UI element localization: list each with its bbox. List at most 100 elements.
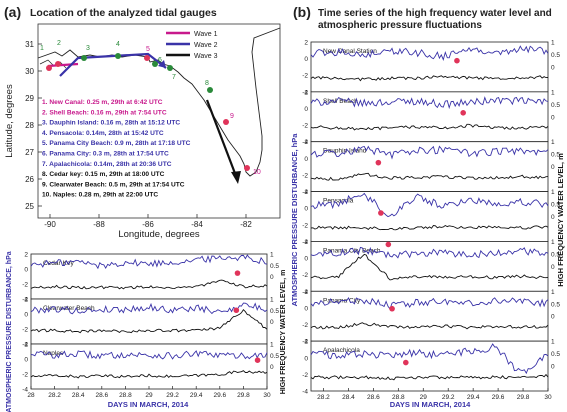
gauge-entry-2: 2. Shell Beach: 0.16 m, 29th at 7:54 UTC [42, 109, 167, 116]
panel-a-letter: (a) [4, 4, 21, 20]
legend-label-wave-3: Wave 3 [194, 53, 218, 60]
legend-label-wave-1: Wave 1 [194, 31, 218, 38]
pressure-tick-label: 2 [304, 289, 308, 296]
time-tick-label: 28.8 [392, 394, 405, 401]
pressure-series-line [310, 246, 549, 259]
map-x-axis-label: Longitude, degrees [118, 229, 200, 240]
station-label: Panama City Beach [323, 247, 381, 254]
pressure-tick-label: -2 [302, 372, 308, 379]
right-time-series-group: New Canal Station 2 0 -2 -4 1 0.5 0 Shell Beach 2… [302, 40, 560, 402]
map-frame [37, 23, 281, 219]
pressure-tick-label: -4 [22, 342, 28, 349]
map-y-tick-label: 27 [25, 148, 34, 157]
gauge-number-6: 6 [158, 57, 162, 64]
panel-b-letter: (b) [293, 4, 311, 20]
time-tick-label: 28 [27, 392, 35, 399]
water-level-tick-label: 0.5 [551, 202, 560, 209]
time-tick-label: 28.2 [317, 394, 330, 401]
pressure-tick-label: 0 [24, 312, 28, 319]
pressure-series-line [30, 350, 268, 360]
pressure-tick-label: -4 [302, 289, 308, 296]
pressure-tick-label: 0 [304, 156, 308, 163]
pressure-tick-label: -2 [302, 123, 308, 130]
panel-frame [310, 340, 549, 392]
water-level-tick-label: 0 [551, 314, 555, 321]
pressure-tick-label: -4 [302, 339, 308, 346]
gauge-marker-10 [244, 165, 250, 171]
time-tick-label: 28.2 [48, 392, 61, 399]
time-tick-label: 29.6 [492, 394, 505, 401]
water-level-tick-label: 0 [270, 319, 274, 326]
water-level-tick-label: 1 [551, 89, 555, 96]
water-level-tick-label: 0 [551, 114, 555, 121]
pressure-tick-label: 0 [304, 56, 308, 63]
gauge-number-10: 10 [253, 169, 261, 176]
station-label: Naples [43, 350, 64, 357]
gauge-marker-2 [55, 61, 61, 67]
pressure-tick-label: 2 [304, 89, 308, 96]
pressure-series-line [310, 296, 549, 310]
water-level-peak-marker [403, 359, 409, 366]
pressure-tick-label: -2 [22, 282, 28, 289]
map-y-tick-label: 28 [25, 121, 34, 130]
water-level-tick-label: 1 [270, 297, 274, 304]
panel-a-title: Location of the analyzed tidal gauges [30, 7, 217, 19]
water-level-tick-label: 0.5 [551, 152, 560, 159]
pressure-tick-label: -2 [302, 222, 308, 229]
pressure-tick-label: -2 [302, 322, 308, 329]
gauge-entry-8: 8. Cedar key: 0.15 m, 29th at 18:00 UTC [42, 171, 165, 178]
pressure-tick-label: -2 [22, 372, 28, 379]
time-tick-label: 28.6 [95, 392, 108, 399]
map-x-tick-label: -88 [93, 220, 105, 229]
water-level-tick-label: 1 [270, 342, 274, 349]
gauge-number-1: 1 [40, 45, 44, 52]
water-level-series-line [310, 224, 549, 231]
pressure-tick-label: 0 [304, 305, 308, 312]
pressure-series-line [310, 343, 549, 375]
pressure-series-line [30, 254, 268, 270]
right-group-pressure-axis-label: ATMOSPHERIC PRESSURE DISTURBANCE, hPa [290, 133, 299, 307]
time-tick-label: 28.6 [367, 394, 380, 401]
time-tick-label: 30 [544, 394, 552, 401]
time-tick-label: 29.8 [237, 392, 250, 399]
pressure-tick-label: 2 [304, 339, 308, 346]
time-tick-label: 29 [420, 394, 428, 401]
pressure-tick-label: -2 [22, 327, 28, 334]
station-label: Cedar Key [43, 260, 74, 267]
water-level-series-line [310, 172, 549, 181]
water-level-series-line [310, 373, 549, 381]
gauge-marker-9 [223, 119, 229, 125]
water-level-peak-marker [233, 307, 240, 314]
time-tick-label: 29.8 [517, 394, 530, 401]
map-x-tick-label: -86 [142, 220, 154, 229]
water-level-tick-label: 1 [551, 139, 555, 146]
water-level-tick-label: 0.5 [270, 308, 279, 315]
pressure-tick-label: 2 [304, 40, 308, 47]
time-tick-label: 28.8 [119, 392, 132, 399]
pressure-series-line [310, 96, 549, 110]
water-level-series-line [30, 370, 268, 379]
pressure-tick-label: 2 [24, 297, 28, 304]
station-label: Shell Beach [323, 98, 358, 105]
pressure-series-line [30, 302, 268, 315]
pressure-tick-label: -4 [302, 239, 308, 246]
gauge-markers: 1 2 3 4 5 6 7 8 9 10 [40, 40, 261, 176]
pressure-tick-label: 2 [24, 252, 28, 259]
map-x-tick-label: -82 [240, 220, 252, 229]
pressure-tick-label: 2 [304, 239, 308, 246]
time-tick-label: 28.4 [342, 394, 355, 401]
map-legend: Wave 1 Wave 2 Wave 3 [166, 31, 218, 60]
water-level-tick-label: 0 [551, 64, 555, 71]
gauge-entry-4: 4. Pensacola: 0.14m, 28th at 15:42 UTC [42, 130, 164, 137]
water-level-tick-label: 1 [551, 339, 555, 346]
map-y-tick-label: 26 [25, 175, 34, 184]
water-level-peak-marker [460, 109, 466, 116]
gauge-marker-8 [207, 87, 213, 93]
map-x-tick-label: -90 [44, 220, 56, 229]
wave-2-arrow [59, 52, 167, 77]
gauge-entry-5: 5. Panama City Beach: 0.9 m, 28th at 17:… [42, 140, 191, 147]
station-label: Apalachicola [323, 347, 360, 354]
pressure-series-line [310, 192, 549, 218]
left-time-series-group: Cedar Key 2 0 -2 -4 1 0.5 0 Clearwater Beach 2 0 -2… [22, 252, 279, 400]
